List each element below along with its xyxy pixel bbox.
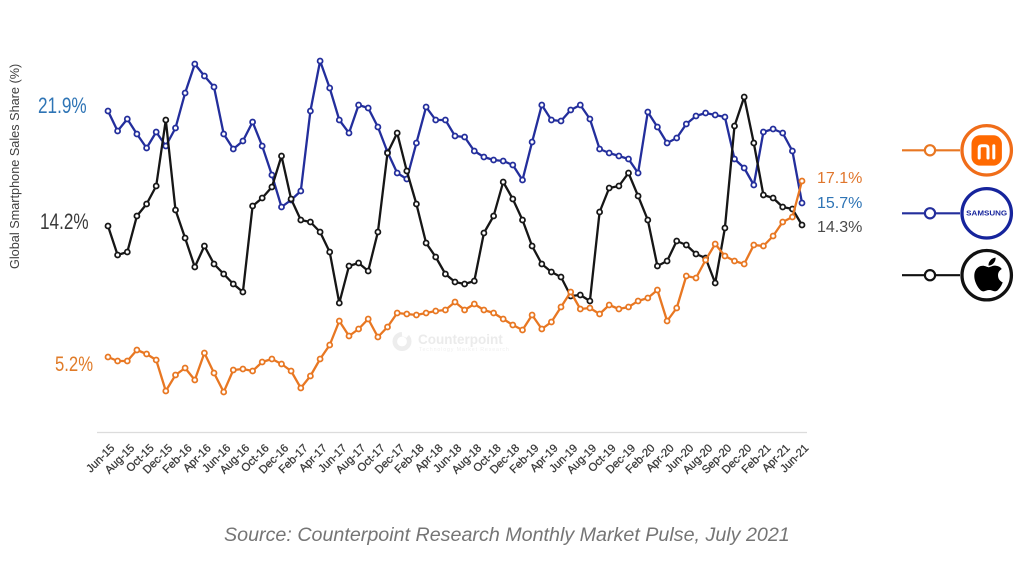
svg-text:SAMSUNG: SAMSUNG	[966, 209, 1007, 218]
svg-text:Technology Market Research: Technology Market Research	[419, 347, 510, 353]
svg-text:Counterpoint: Counterpoint	[418, 332, 503, 347]
